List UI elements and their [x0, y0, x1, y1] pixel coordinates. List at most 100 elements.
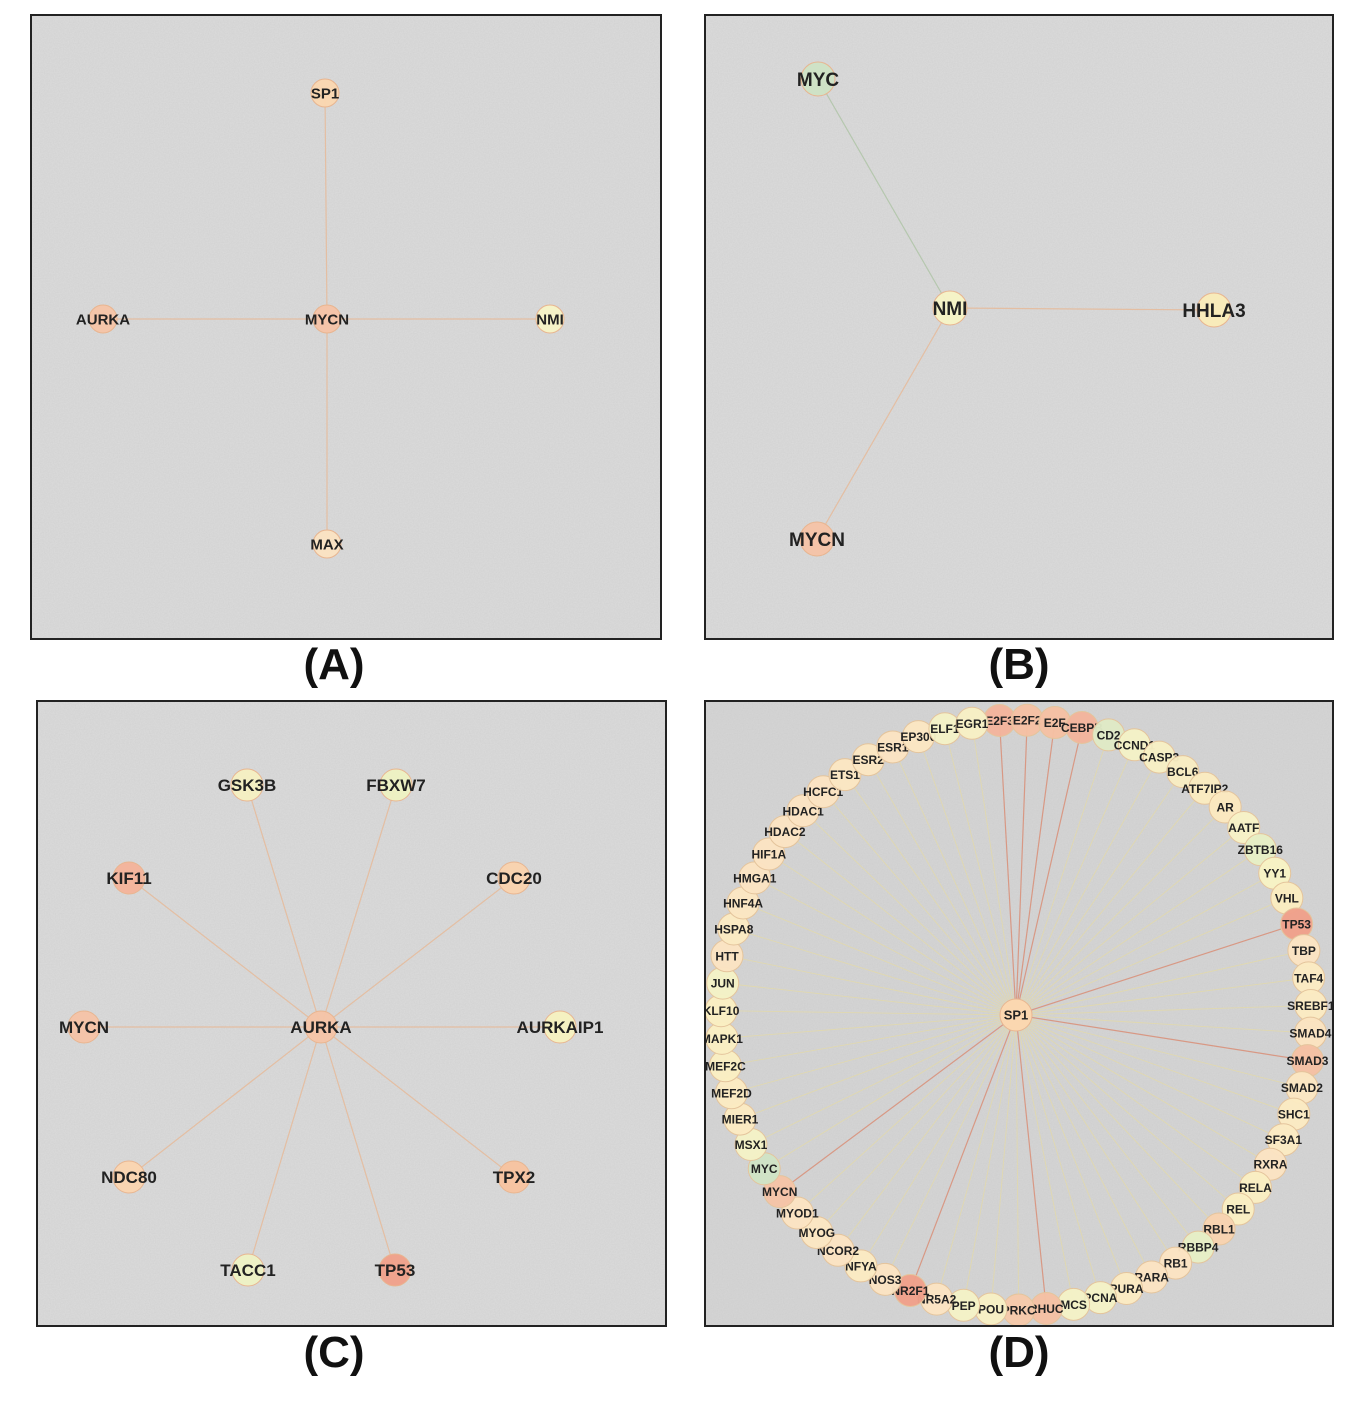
ring-node-taf4[interactable]: TAF4 — [1292, 961, 1326, 995]
caption-d: (D) — [988, 1328, 1050, 1377]
edge-sp1-smad2 — [1015, 1014, 1303, 1089]
node-mycn[interactable]: MYCN — [59, 1010, 109, 1044]
ring-node-msx1[interactable]: MSX1 — [734, 1127, 768, 1161]
node-tp53[interactable]: TP53 — [375, 1253, 416, 1287]
ring-node-shc1[interactable]: SHC1 — [1277, 1097, 1311, 1131]
edge-sp1-myog — [816, 1014, 1017, 1233]
node-mycn[interactable]: MYCN — [789, 521, 845, 557]
ring-node-klf10[interactable]: KLF10 — [706, 994, 740, 1028]
ring-node-srebf1[interactable]: SREBF1 — [1287, 988, 1332, 1022]
ring-node-esr2[interactable]: ESR2 — [851, 743, 885, 777]
ring-node-jun[interactable]: JUN — [706, 966, 740, 1000]
edge-sp1-mier1 — [739, 1014, 1017, 1120]
node-myc[interactable]: MYC — [797, 61, 840, 97]
ring-node-ep300[interactable]: EP300 — [900, 720, 937, 754]
node-label-mef2c: MEF2C — [706, 1059, 746, 1073]
node-nmi[interactable]: NMI — [535, 304, 565, 334]
edge-mycn-sp1 — [324, 92, 328, 320]
ring-node-elf1[interactable]: ELF1 — [928, 712, 962, 746]
node-label-klf10: KLF10 — [706, 1004, 740, 1018]
ring-node-mycn[interactable]: MYCN — [762, 1175, 797, 1209]
ring-node-pura[interactable]: PURA — [1110, 1272, 1144, 1306]
ring-node-mef2d[interactable]: MEF2D — [711, 1076, 752, 1110]
node-label-aurkaip1: AURKAIP1 — [517, 1018, 604, 1037]
ring-node-sf3a1[interactable]: SF3A1 — [1265, 1123, 1303, 1157]
ring-node-nr5a2[interactable]: NR5A2 — [917, 1282, 957, 1316]
node-aurka[interactable]: AURKA — [290, 1010, 352, 1044]
ring-node-cebpb[interactable]: CEBPB — [1061, 710, 1103, 744]
node-nmi[interactable]: NMI — [932, 290, 968, 326]
ring-node-egr1[interactable]: EGR1 — [955, 706, 989, 740]
edge-sp1-rbl1 — [1015, 1014, 1220, 1230]
node-circle — [88, 304, 118, 334]
edge-sp1-rela — [1015, 1014, 1256, 1188]
ring-node-rb1[interactable]: RB1 — [1159, 1246, 1193, 1280]
node-max[interactable]: MAX — [310, 529, 344, 559]
ring-node-aatf[interactable]: AATF — [1227, 810, 1261, 844]
node-aurkaip1[interactable]: AURKAIP1 — [517, 1010, 604, 1044]
edge-sp1-aatf — [1015, 827, 1245, 1016]
ring-node-nos3[interactable]: NOS3 — [868, 1262, 902, 1296]
ring-node-smad4[interactable]: SMAD4 — [1289, 1016, 1332, 1050]
ring-node-bcl6[interactable]: BCL6 — [1166, 755, 1200, 789]
edge-sp1-ccnd1 — [1015, 744, 1135, 1016]
ring-node-htt[interactable]: HTT — [710, 939, 744, 973]
edge-sp1-yy1 — [1015, 872, 1275, 1016]
ring-node-rxra[interactable]: RXRA — [1253, 1147, 1288, 1181]
ring-node-tbp[interactable]: TBP — [1287, 934, 1321, 968]
caption-a: (A) — [303, 640, 365, 689]
node-mycn[interactable]: MYCN — [305, 304, 349, 334]
ring-node-mcs[interactable]: MCS — [1057, 1287, 1091, 1321]
ring-node-nfya[interactable]: NFYA — [844, 1249, 878, 1283]
edge-sp1-bcl6 — [1015, 771, 1184, 1016]
ring-node-rhuc[interactable]: RHUC — [1029, 1291, 1064, 1325]
edge-sp1-myc — [763, 1014, 1017, 1170]
ring-node-casp3[interactable]: CASP3 — [1139, 740, 1180, 774]
edge-nmi-hhla3 — [949, 307, 1215, 311]
ring-node-mier1[interactable]: MIER1 — [722, 1102, 759, 1136]
ring-node-smad2[interactable]: SMAD2 — [1281, 1071, 1323, 1105]
node-sp1-center[interactable]: SP1 — [999, 998, 1033, 1032]
edge-sp1-msx1 — [750, 1014, 1017, 1145]
node-gsk3b[interactable]: GSK3B — [218, 768, 277, 802]
ring-node-esr1[interactable]: ESR1 — [876, 730, 910, 764]
ring-node-prkc[interactable]: PRKC — [1002, 1293, 1036, 1325]
node-sp1[interactable]: SP1 — [310, 78, 340, 108]
ring-node-pcna[interactable]: PCNA — [1083, 1281, 1118, 1315]
edge-sp1-ar — [1015, 806, 1226, 1016]
node-label-rela: RELA — [1239, 1181, 1272, 1195]
ring-node-hnf4a[interactable]: HNF4A — [723, 886, 763, 920]
ring-node-mef2c[interactable]: MEF2C — [706, 1049, 746, 1083]
node-ndc80[interactable]: NDC80 — [101, 1160, 157, 1194]
edge-sp1-rhuc — [1015, 1014, 1047, 1309]
node-circle — [497, 1160, 531, 1194]
node-kif11[interactable]: KIF11 — [106, 861, 152, 895]
node-aurka[interactable]: AURKA — [76, 304, 130, 334]
ring-node-rbbp4[interactable]: RBBP4 — [1178, 1230, 1219, 1264]
edge-sp1-sf3a1 — [1015, 1014, 1284, 1141]
node-tpx2[interactable]: TPX2 — [493, 1160, 536, 1194]
edge-nmi-myc — [817, 78, 951, 309]
ring-node-hif1a[interactable]: HIF1A — [751, 837, 786, 871]
node-tacc1[interactable]: TACC1 — [220, 1253, 276, 1287]
ring-node-mapk1[interactable]: MAPK1 — [706, 1021, 743, 1055]
node-label-myod1: MYOD1 — [776, 1206, 819, 1220]
node-label-aurka: AURKA — [76, 311, 130, 328]
edge-sp1-vhl — [1015, 897, 1288, 1016]
node-label-smad4: SMAD4 — [1289, 1027, 1331, 1041]
ring-node-ccnd1[interactable]: CCND1 — [1114, 728, 1156, 762]
node-cdc20[interactable]: CDC20 — [486, 861, 542, 895]
ring-node-hspa8[interactable]: HSPA8 — [714, 912, 754, 946]
ring-node-pou[interactable]: POU — [974, 1292, 1008, 1325]
ring-node-cd2[interactable]: CD2 — [1092, 718, 1126, 752]
node-label-msx1: MSX1 — [735, 1138, 768, 1152]
ring-node-vhl[interactable]: VHL — [1270, 881, 1304, 915]
panel-c: GSK3B FBXW7 KIF11 CDC20 MYCN AURKA AURKAIP1 NDC… — [36, 700, 667, 1327]
node-label-rhuc: RHUC — [1029, 1302, 1064, 1316]
node-circle — [304, 1010, 338, 1044]
ring-node-e2f2[interactable]: E2F2 — [1010, 703, 1044, 737]
ring-node-ets1[interactable]: ETS1 — [828, 758, 862, 792]
node-hhla3[interactable]: HHLA3 — [1182, 292, 1246, 328]
node-fbxw7[interactable]: FBXW7 — [366, 768, 426, 802]
ring-node-e2f[interactable]: E2F — [1038, 706, 1072, 740]
